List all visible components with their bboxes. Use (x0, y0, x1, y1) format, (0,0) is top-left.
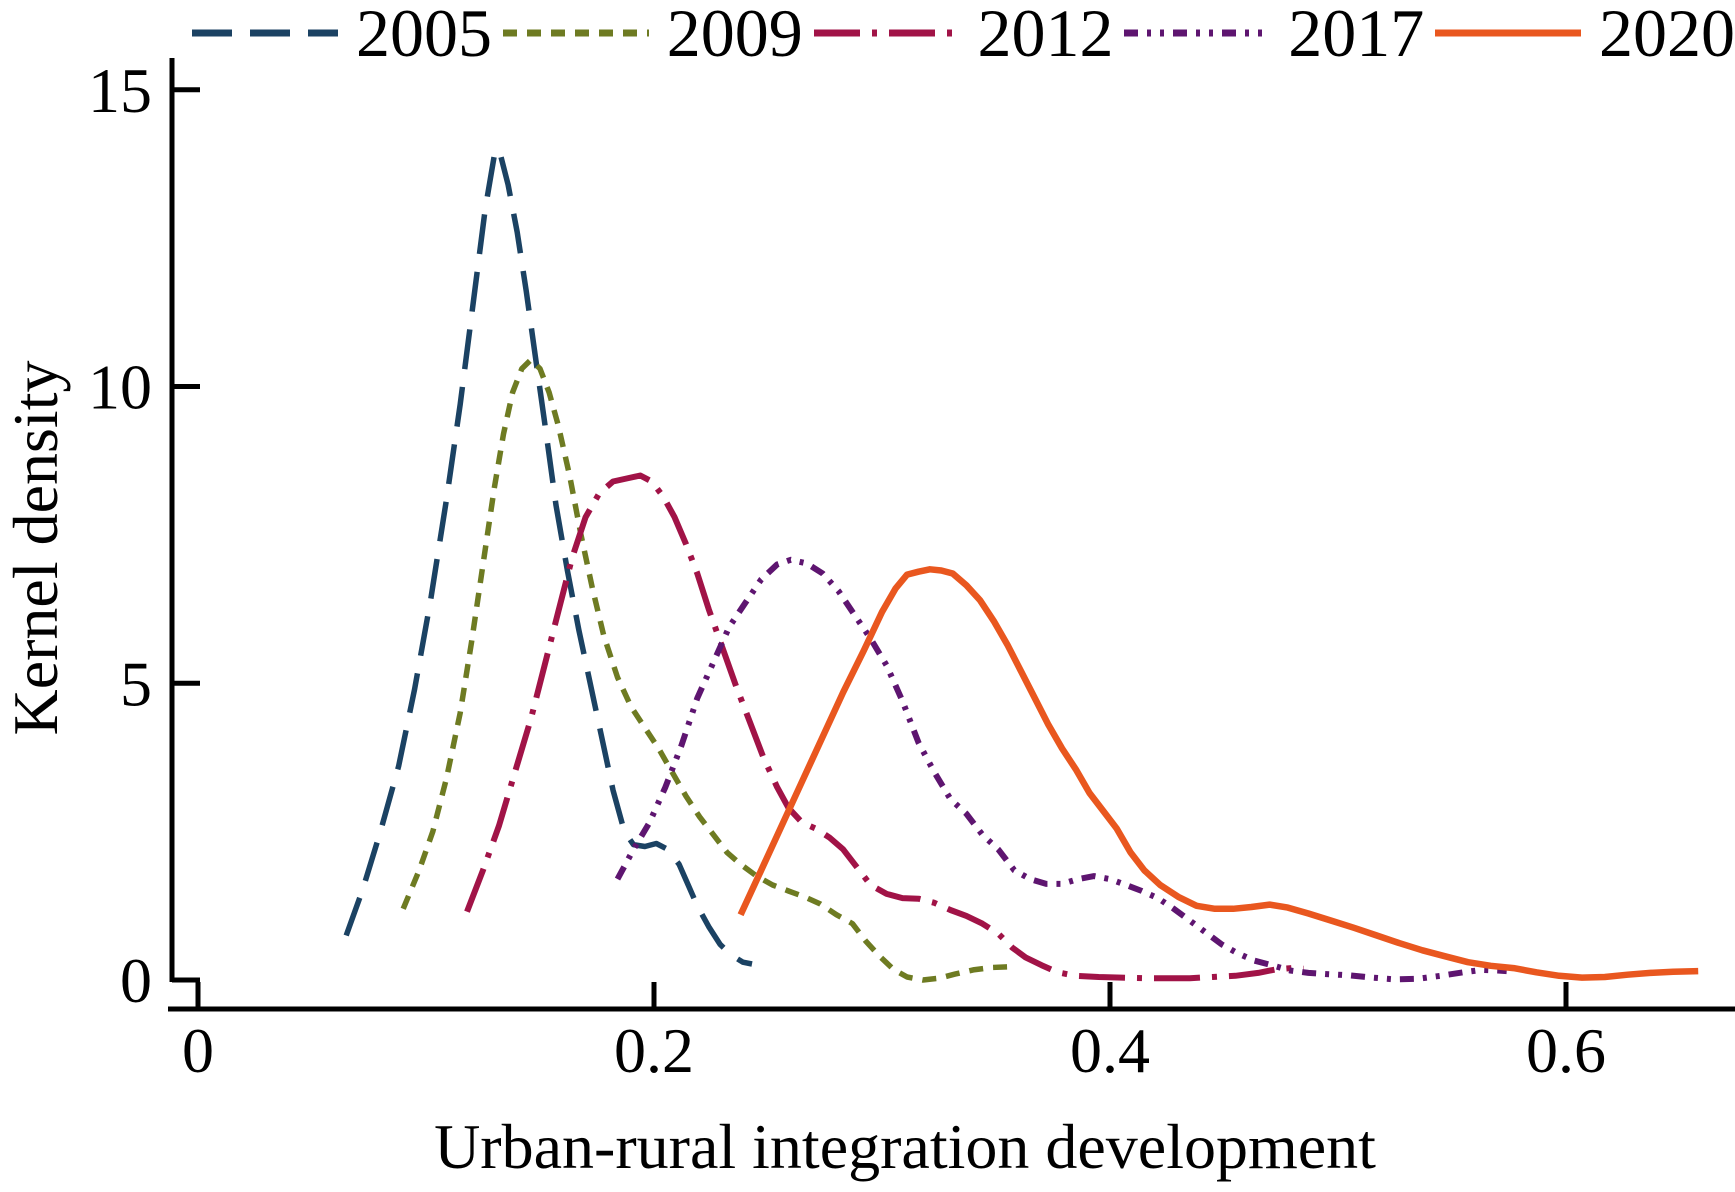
legend-label-2012: 2012 (977, 0, 1114, 71)
series-2020-line (737, 566, 1699, 981)
legend-item-2020: 2020 (1433, 0, 1735, 71)
x-tick-label-0: 0 (182, 1015, 214, 1086)
y-axis-title: Kernel density (0, 360, 71, 736)
legend: 2005 2009 2012 2017 2020 (190, 0, 1735, 71)
legend-item-2012: 2012 (812, 0, 1114, 71)
legend-line-2005-icon (192, 29, 338, 37)
legend-line-2017-icon (1124, 29, 1271, 37)
x-tick-label-0.6: 0.6 (1526, 1015, 1606, 1086)
legend-line-2009-icon (502, 29, 649, 37)
legend-label-2017: 2017 (1288, 0, 1425, 71)
x-tick-label-0.2: 0.2 (614, 1015, 694, 1086)
legend-label-2020: 2020 (1599, 0, 1735, 71)
legend-label-2005: 2005 (356, 0, 492, 71)
legend-line-2012-icon (813, 29, 960, 37)
y-tick-label-0: 0 (120, 945, 152, 1016)
y-tick-label-5: 5 (120, 648, 152, 719)
legend-line-2020-icon (1435, 29, 1581, 37)
series-2012-line (464, 472, 1304, 982)
series-2005-line (343, 146, 753, 967)
legend-item-2005: 2005 (190, 0, 492, 71)
y-tick-label-15: 15 (88, 55, 152, 126)
legend-item-2017: 2017 (1122, 0, 1425, 71)
series-2009-line (400, 357, 1008, 983)
x-axis-title: Urban-rural integration development (434, 1111, 1376, 1182)
legend-item-2009: 2009 (501, 0, 803, 71)
x-tick-label-0.4: 0.4 (1070, 1015, 1150, 1086)
series-2017-line (614, 556, 1507, 983)
legend-label-2009: 2009 (666, 0, 803, 71)
y-tick-label-10: 10 (88, 352, 152, 423)
